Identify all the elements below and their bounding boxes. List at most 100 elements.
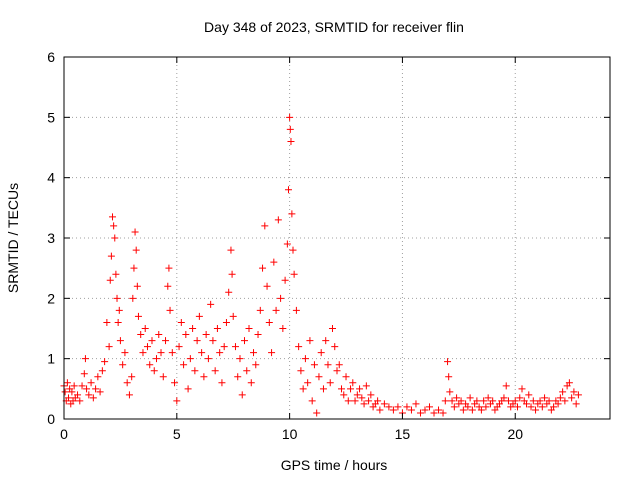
data-point — [347, 385, 355, 393]
data-point — [173, 397, 181, 405]
data-point — [290, 270, 298, 278]
data-point — [511, 397, 519, 405]
data-point — [466, 394, 474, 402]
data-point — [131, 228, 139, 236]
data-point — [83, 385, 91, 393]
data-point — [464, 403, 472, 411]
data-point — [250, 349, 258, 357]
data-point — [220, 343, 228, 351]
data-point — [439, 409, 447, 417]
data-point — [164, 282, 172, 290]
data-point — [162, 337, 170, 345]
data-point — [63, 379, 71, 387]
data-point — [523, 400, 531, 408]
data-point — [295, 343, 303, 351]
data-point — [81, 355, 89, 363]
data-point — [61, 388, 69, 396]
data-point — [191, 367, 199, 375]
data-point — [342, 373, 350, 381]
data-point — [155, 331, 163, 339]
data-point — [457, 397, 465, 405]
data-point — [110, 222, 118, 230]
data-point — [186, 355, 194, 363]
data-point — [513, 403, 521, 411]
data-point — [326, 379, 334, 387]
data-point — [556, 394, 564, 402]
data-point — [445, 373, 453, 381]
data-point — [349, 379, 357, 387]
data-point — [527, 403, 535, 411]
data-point — [265, 318, 273, 326]
data-point — [195, 312, 203, 320]
data-point — [114, 318, 122, 326]
data-point — [216, 349, 224, 357]
data-point — [65, 394, 73, 402]
data-point — [403, 403, 411, 411]
data-point — [362, 382, 370, 390]
data-point — [559, 388, 567, 396]
data-point — [113, 294, 121, 302]
data-point — [89, 394, 97, 402]
axis-ticks — [63, 56, 610, 420]
data-point — [525, 391, 533, 399]
y-tick-label: 3 — [47, 230, 55, 246]
data-point — [272, 306, 280, 314]
data-point — [247, 379, 255, 387]
data-point — [76, 397, 84, 405]
data-point — [207, 300, 215, 308]
data-point — [229, 312, 237, 320]
data-point — [92, 385, 100, 393]
data-point — [421, 406, 429, 414]
data-point — [333, 367, 341, 375]
data-point — [263, 282, 271, 290]
data-point — [365, 397, 373, 405]
data-point — [107, 252, 115, 260]
data-point — [468, 406, 476, 414]
data-point — [360, 400, 368, 408]
data-point — [139, 349, 147, 357]
data-point — [286, 125, 294, 133]
data-point — [132, 246, 140, 254]
data-point — [87, 379, 95, 387]
data-point — [502, 382, 510, 390]
data-point — [310, 361, 318, 369]
data-point — [541, 394, 549, 402]
data-point — [141, 325, 149, 332]
x-tick-label: 15 — [395, 426, 411, 442]
data-point — [536, 397, 544, 405]
data-point — [218, 379, 226, 387]
data-point — [171, 379, 179, 387]
data-point — [306, 337, 314, 345]
data-point — [545, 397, 553, 405]
x-tick-label: 20 — [507, 426, 523, 442]
data-point — [184, 385, 192, 393]
data-point — [153, 355, 161, 363]
data-point — [407, 406, 415, 414]
data-point — [105, 343, 113, 351]
data-point — [565, 379, 573, 387]
data-point — [554, 400, 562, 408]
data-point — [504, 397, 512, 405]
data-point — [331, 343, 339, 351]
data-point — [374, 397, 382, 405]
data-point — [128, 373, 136, 381]
data-point — [516, 394, 524, 402]
data-point — [532, 406, 540, 414]
data-point — [182, 331, 190, 339]
data-point — [335, 361, 343, 369]
data-point — [270, 258, 278, 266]
data-point — [283, 240, 291, 248]
y-tick-label: 0 — [47, 411, 55, 427]
data-marks — [60, 113, 582, 417]
data-point — [484, 394, 492, 402]
data-point — [165, 264, 173, 272]
data-point — [394, 403, 402, 411]
data-point — [252, 361, 260, 369]
data-point — [143, 343, 151, 351]
data-point — [340, 391, 348, 399]
data-point — [308, 397, 316, 405]
data-point — [473, 397, 481, 405]
data-point — [299, 385, 307, 393]
data-point — [133, 282, 141, 290]
data-point — [180, 361, 188, 369]
